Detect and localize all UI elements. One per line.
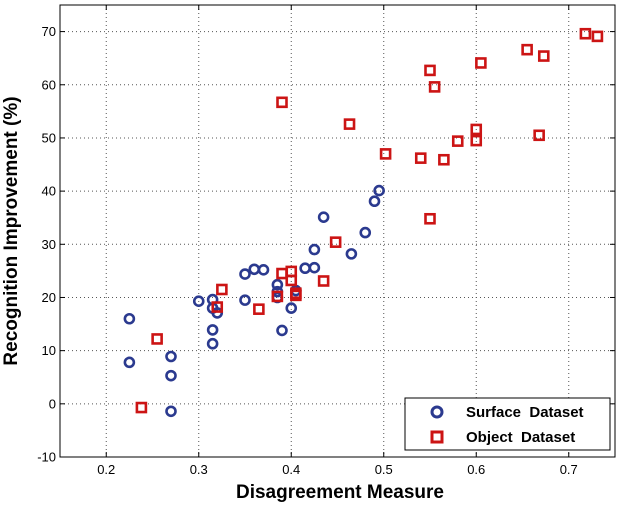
- data-point-object: [216, 283, 228, 296]
- data-point-surface: [248, 263, 261, 276]
- data-point-object: [276, 96, 288, 109]
- data-point-surface: [285, 302, 298, 314]
- data-point-object: [470, 123, 483, 136]
- x-tick-labels: 0.2 0.3 0.4 0.5 0.6 0.7: [97, 462, 578, 477]
- x-tick-label: 0.2: [97, 462, 115, 477]
- x-tick-label: 0.3: [190, 462, 208, 477]
- data-point-object: [475, 57, 487, 69]
- data-point-surface: [165, 350, 177, 363]
- data-point-object: [379, 148, 392, 160]
- data-point-surface: [206, 324, 219, 336]
- data-point-surface: [165, 369, 177, 382]
- x-tick-label: 0.4: [282, 462, 300, 477]
- data-point-surface: [165, 405, 177, 418]
- data-point-surface: [271, 278, 284, 291]
- y-tick-label: 30: [42, 237, 56, 252]
- data-point-surface: [211, 307, 224, 319]
- y-tick-labels: -10 0 10 20 30 40 50 60 70: [37, 24, 56, 464]
- data-point-object: [253, 303, 265, 315]
- y-tick-label: 0: [49, 396, 56, 411]
- data-point-object: [591, 30, 604, 43]
- data-point-object: [135, 401, 148, 414]
- data-point-object: [424, 64, 436, 77]
- x-axis-label: Disagreement Measure: [236, 482, 444, 503]
- y-tick-label: 50: [42, 130, 56, 145]
- legend-label-object: Object Dataset: [466, 429, 575, 446]
- legend-marker-object: [430, 430, 444, 444]
- x-tick-label: 0.7: [560, 462, 578, 477]
- data-point-object: [285, 265, 298, 278]
- data-point-object: [290, 289, 302, 302]
- data-point-surface: [345, 248, 358, 260]
- data-point-surface: [276, 324, 288, 337]
- data-point-object: [470, 134, 483, 147]
- data-point-surface: [373, 184, 385, 197]
- y-axis-label: Recognition Improvement (%): [1, 96, 22, 365]
- data-point-surface: [257, 264, 270, 276]
- data-point-object: [276, 267, 288, 280]
- axis-ticks: [60, 5, 615, 458]
- plot-frame: [59, 4, 616, 458]
- grid: [60, 5, 615, 458]
- data-point-object: [343, 118, 356, 130]
- y-tick-label: 40: [42, 184, 56, 199]
- data-point-surface: [206, 337, 219, 350]
- data-point-surface: [123, 356, 136, 369]
- legend: Surface Dataset Object Dataset: [404, 397, 611, 451]
- y-tick-label: 10: [42, 343, 56, 358]
- data-point-object: [414, 152, 427, 164]
- data-point-surface: [123, 312, 136, 325]
- data-point-surface: [192, 295, 205, 307]
- data-point-object: [438, 153, 450, 166]
- data-point-surface: [359, 226, 372, 239]
- data-point-surface: [308, 243, 321, 256]
- legend-label-surface: Surface Dataset: [466, 404, 584, 421]
- y-tick-label: 70: [42, 24, 56, 39]
- x-tick-label: 0.6: [467, 462, 485, 477]
- y-tick-label: 20: [42, 290, 56, 305]
- data-point-surface: [299, 262, 311, 275]
- data-point-surface: [239, 294, 251, 306]
- data-point-object: [329, 236, 342, 248]
- data-point-object: [317, 275, 330, 287]
- data-point-object: [451, 135, 464, 147]
- x-tick-label: 0.5: [375, 462, 393, 477]
- data-point-object: [285, 274, 298, 287]
- data-point-object: [151, 333, 163, 345]
- data-points: [123, 27, 604, 418]
- data-point-surface: [308, 261, 321, 274]
- y-tick-label: -10: [37, 450, 56, 465]
- data-point-object: [521, 43, 533, 56]
- data-point-surface: [317, 211, 330, 223]
- data-point-object: [428, 81, 441, 93]
- data-point-object: [271, 290, 284, 303]
- data-point-object: [579, 27, 592, 40]
- data-point-object: [533, 129, 545, 142]
- data-point-surface: [239, 268, 251, 280]
- data-point-object: [424, 212, 436, 225]
- data-point-surface: [368, 195, 381, 208]
- y-tick-label: 60: [42, 77, 56, 92]
- data-point-object: [211, 301, 224, 313]
- data-point-object: [537, 50, 550, 62]
- legend-marker-surface: [430, 405, 444, 419]
